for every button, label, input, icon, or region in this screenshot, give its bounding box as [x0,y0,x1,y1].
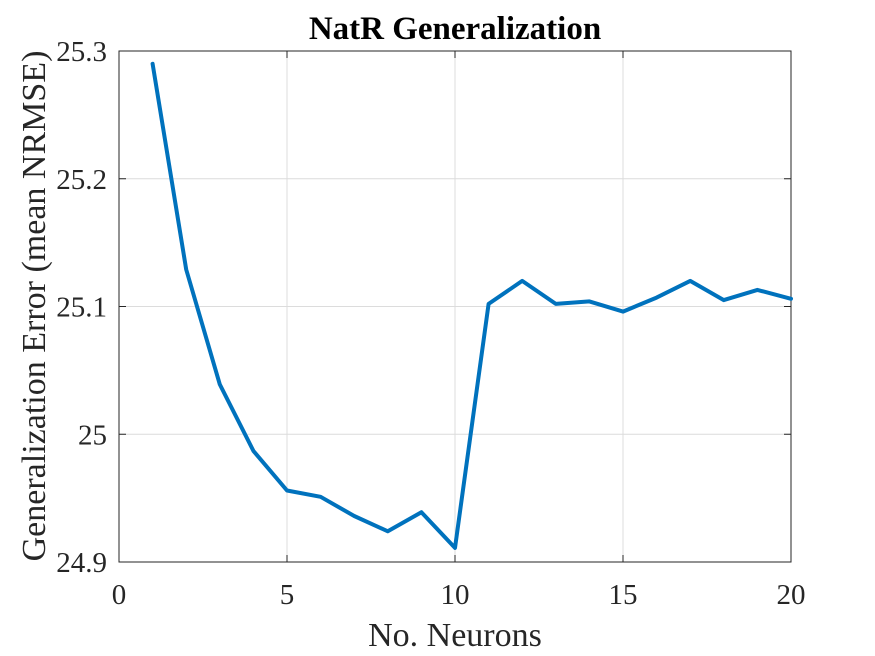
x-tick-label: 15 [609,579,638,611]
chart-title: NatR Generalization [309,11,601,47]
y-axis-label: Generalization Error (mean NRMSE) [16,51,53,562]
x-tick-label: 0 [112,579,127,611]
x-tick-label: 5 [280,579,295,611]
y-tick-label: 24.9 [56,547,107,579]
y-tick-labels: 24.9 25 25.1 25.2 25.3 [56,36,107,579]
y-tick-label: 25.3 [56,36,107,68]
x-tick-labels: 0 5 10 15 20 [112,579,806,611]
axis-ticks [118,50,792,563]
x-tick-label: 20 [777,579,806,611]
x-axis-label: No. Neurons [368,617,542,654]
y-tick-label: 25.2 [56,164,107,196]
series-line [150,61,793,550]
grid-lines [119,51,791,562]
x-tick-label: 10 [441,579,470,611]
y-tick-label: 25 [78,419,107,451]
y-tick-label: 25.1 [56,292,107,324]
series-layer [150,61,793,550]
